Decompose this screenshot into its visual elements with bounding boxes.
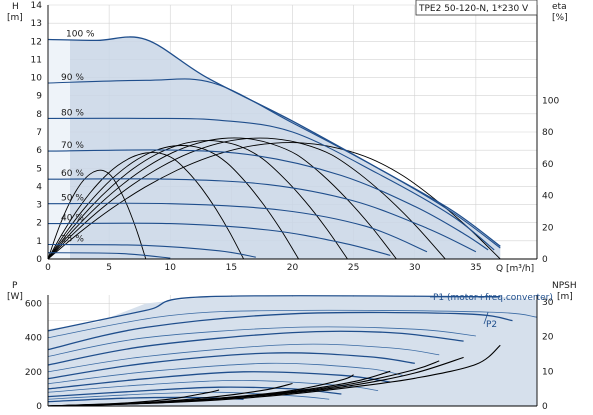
speed-curve-7 [47,243,256,258]
pump-title: TPE2 50-120-N, 1*230 V [418,4,529,14]
efficiency-curve-3 [47,140,348,260]
npsh-axis-unit-bottom: [m] [557,292,573,302]
p2-curve-1 [47,326,476,357]
speed-curve-5 [47,202,428,253]
head-y2-tick-3: 60 [542,160,554,170]
head-y2-tick-0: 0 [542,255,548,265]
y2-axis-unit-bottom: [%] [552,13,568,23]
legend-p2: P2 [486,320,497,330]
power-envelope-fill [48,296,537,406]
speed-curve-label-4: 60 % [61,169,84,179]
efficiency-curve-6 [47,142,501,260]
speed-curve-label-7: 25 % [61,234,84,244]
head-y-tick-13: 13 [31,19,42,29]
head-y-tick-0: 0 [36,255,42,265]
head-envelope-area [48,36,501,259]
head-y2-tick-4: 80 [542,128,554,138]
efficiency-curves [47,137,501,260]
head-chart-panel: 100 %90 %80 %70 %60 %50 %40 %25 % 012345… [7,0,568,274]
head-x-tick-7: 35 [470,263,481,273]
speed-curve-4 [47,178,477,253]
p1-curve-3 [47,352,415,380]
head-x-tick-1: 5 [106,263,112,273]
head-envelope-fill [48,36,501,259]
head-y-tick-5: 5 [36,164,42,174]
speed-curve-label-5: 50 % [61,194,84,204]
speed-curve-label-6: 40 % [61,214,84,224]
npsh-axis-unit-top: NPSH [552,281,577,291]
speed-curve-label-0: 100 % [66,29,95,39]
efficiency-curve-1 [47,152,245,260]
head-x-tick-0: 0 [45,263,51,273]
head-y-tick-9: 9 [36,92,42,102]
p1-curve-2 [47,330,464,366]
power-y-tick-1: 200 [25,368,42,378]
p2-curve-2 [47,343,440,373]
head-y-tick-1: 1 [36,237,42,247]
y-axis-unit-bottom: [m] [7,13,23,23]
head-y-tick-2: 2 [36,219,42,229]
npsh-y2-tick-3: 30 [542,298,554,308]
efficiency-curve-0 [47,169,147,260]
efficiency-curve-4 [47,137,397,260]
head-y-tick-7: 7 [36,128,42,138]
power-axes [47,295,538,407]
power-tick-labels: 0 200 400 600 0 10 20 30 [25,298,554,412]
power-envelope-area [48,296,537,406]
npsh-y2-tick-2: 20 [542,333,554,343]
npsh-curves [47,344,501,407]
npsh-y2-tick-1: 10 [542,367,554,377]
speed-curve-2 [47,117,495,251]
speed-curve-label-1: 90 % [61,73,84,83]
y-axis-unit-top: H [12,2,19,12]
speed-curve-label-2: 80 % [61,108,84,118]
npsh-y2-tick-0: 0 [542,402,548,412]
speed-curve-3 [47,149,489,251]
speed-curve-1 [47,78,501,249]
power-y-tick-3: 600 [25,300,42,310]
y2-axis-unit-top: eta [552,2,567,12]
legend-p2-leader [483,311,489,325]
p2-curve-4 [47,379,379,393]
p2-curve-5 [47,391,330,400]
speed-curve-6 [47,222,391,256]
head-x-tick-5: 25 [348,263,359,273]
head-y-tick-8: 8 [36,110,42,120]
p2-curve-3 [47,362,403,385]
head-y-tick-10: 10 [31,74,43,84]
p-axis-unit-top: P [12,281,18,291]
head-x-tick-4: 20 [287,263,299,273]
head-y-tick-12: 12 [31,37,42,47]
speed-curve-label-3: 70 % [61,141,84,151]
x-axis-label: Q [m³/h] [496,264,534,274]
head-y2-tick-5: 100 [542,96,559,106]
head-y2-tick-2: 40 [542,192,554,202]
head-axes [47,5,538,260]
power-chart-panel: 0 200 400 600 0 10 20 30 P [W] NPSH [m] P1 (mot… [7,281,577,412]
p1-curve-1 [47,311,513,351]
power-y-tick-2: 400 [25,334,42,344]
npsh-curve-6 [47,389,220,407]
speed-curves: 100 % 90 % 80 % 70 % 60 % 50 % 40 % 25 % [47,29,501,259]
p2-curve-0 [47,309,538,339]
p1-curve-0 [47,295,501,332]
p1-curve-4 [47,371,391,390]
head-y-tick-6: 6 [36,146,42,156]
head-x-tick-3: 15 [226,263,237,273]
pump-title-box [415,0,538,16]
head-y-tick-11: 11 [31,55,42,65]
head-y-tick-14: 14 [31,1,43,11]
p-axis-unit-bottom: [W] [7,292,23,302]
power-curves [47,295,538,403]
head-y-tick-4: 4 [36,182,42,192]
head-y2-tick-1: 20 [542,223,554,233]
head-x-tick-6: 30 [409,263,421,273]
speed-curve-8 [47,252,171,259]
legend-p1: P1 (motor+freq.converter) [433,293,553,303]
head-y-tick-3: 3 [36,201,42,211]
power-y-tick-0: 0 [36,402,42,412]
head-x-tick-2: 10 [165,263,177,273]
